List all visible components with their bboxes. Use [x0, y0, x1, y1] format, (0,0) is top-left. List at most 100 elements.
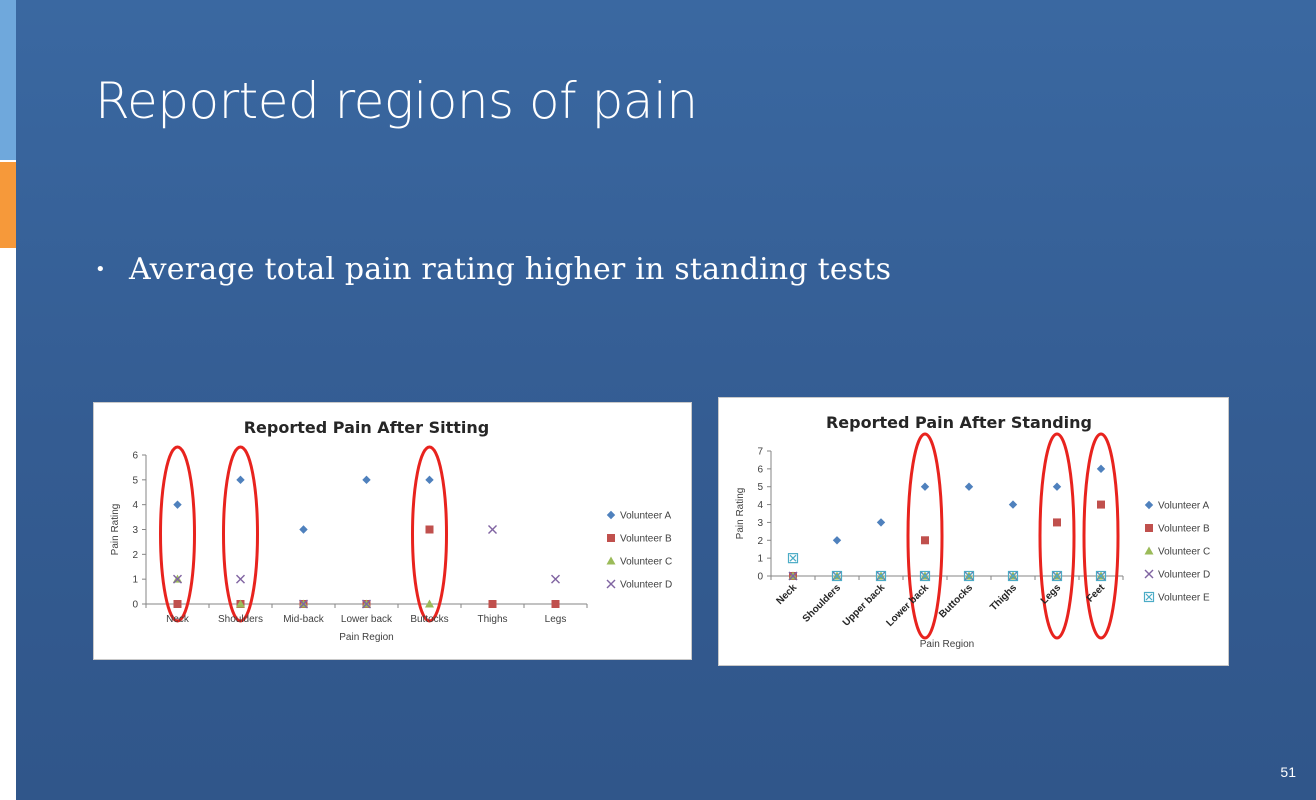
standing-x-tick-label: Shoulders — [801, 582, 844, 625]
standing-point — [1007, 570, 1019, 582]
sitting-point-b — [362, 599, 371, 609]
standing-chart: Reported Pain After Standing 0 1 2 3 4 5 6 7 Pain… — [718, 397, 1229, 666]
standing-y-tick-label: 1 — [757, 554, 763, 565]
sitting-series-volunteer-b — [173, 525, 560, 608]
sitting-legend-marker — [606, 556, 616, 565]
slide-title: Reported regions of pain — [95, 72, 698, 130]
sitting-legend-marker-b — [606, 579, 616, 589]
sitting-point — [425, 599, 434, 608]
standing-legend-marker — [1143, 591, 1155, 603]
standing-point-b — [788, 571, 798, 581]
sitting-legend-marker — [607, 534, 615, 542]
standing-series-volunteer-e — [787, 553, 1107, 582]
standing-point-b — [833, 572, 841, 580]
sitting-point — [362, 599, 371, 609]
sitting-point — [425, 525, 434, 534]
sitting-highlight-ellipse — [159, 445, 196, 623]
standing-point-b — [1097, 572, 1105, 580]
sitting-x-tick-label: Buttocks — [410, 614, 448, 625]
sitting-series-volunteer-d — [173, 525, 560, 609]
sitting-chart-svg: Reported Pain After Sitting 0 1 2 3 4 5 6 Pain R… — [110, 418, 672, 643]
sitting-y-tick-label: 3 — [132, 525, 138, 536]
standing-point-box — [1095, 570, 1107, 582]
bullet-item: • Average total pain rating higher in st… — [95, 252, 891, 287]
standing-series-volunteer-a — [788, 464, 1106, 581]
standing-legend-label: Volunteer D — [1158, 570, 1210, 581]
standing-point — [1051, 570, 1063, 582]
standing-point — [832, 536, 842, 545]
standing-x-tick-label: Feet — [1085, 582, 1108, 605]
standing-point — [921, 536, 929, 545]
standing-legend-marker-b — [1144, 569, 1154, 579]
standing-legend-marker — [1144, 546, 1154, 555]
sitting-point-b — [236, 574, 245, 584]
standing-legend-label: Volunteer C — [1158, 547, 1210, 558]
standing-point — [964, 482, 974, 491]
standing-point — [1008, 500, 1018, 509]
sitting-x-tick-label: Neck — [166, 614, 190, 625]
bullet-text: Average total pain rating higher in stan… — [129, 252, 892, 287]
standing-point — [1052, 482, 1062, 491]
orange-accent-bar — [0, 162, 16, 248]
standing-x-tick-label: Buttocks — [937, 582, 975, 620]
standing-legend-marker — [1145, 524, 1153, 532]
sitting-point-b — [488, 525, 497, 534]
sitting-legend-label: Volunteer B — [620, 534, 672, 545]
standing-x-axis-label: Pain Region — [920, 639, 974, 650]
standing-legend-marker-box — [1143, 591, 1155, 603]
standing-point-box — [787, 553, 799, 564]
standing-point-box — [919, 570, 931, 582]
sitting-point-b — [299, 599, 308, 609]
blue-accent-bar — [0, 0, 16, 160]
standing-y-axis-label: Pain Rating — [735, 488, 746, 540]
sitting-point — [362, 475, 371, 485]
sitting-point — [488, 600, 497, 608]
standing-point — [831, 570, 843, 582]
sitting-point-b — [551, 574, 560, 584]
standing-legend-label: Volunteer B — [1158, 524, 1210, 535]
sitting-highlight-ellipses — [159, 445, 448, 623]
standing-point — [1053, 518, 1061, 527]
standing-y-tick-label: 4 — [757, 500, 763, 511]
standing-legend-marker-b — [1145, 593, 1153, 601]
sitting-legend-label: Volunteer A — [620, 511, 671, 522]
sitting-y-tick-label: 2 — [132, 550, 138, 561]
sitting-highlight-ellipse — [222, 445, 259, 623]
standing-point — [1097, 500, 1105, 509]
standing-point-b — [877, 572, 885, 580]
sitting-point — [425, 475, 434, 485]
standing-chart-svg: Reported Pain After Standing 0 1 2 3 4 5 6 7 Pain… — [735, 413, 1210, 650]
sitting-point-b — [173, 574, 182, 584]
standing-y-tick-label: 6 — [757, 464, 763, 475]
standing-x-tick-label: Lower back — [884, 582, 931, 629]
standing-point — [876, 518, 886, 527]
sitting-x-axis-label: Pain Region — [339, 632, 393, 643]
sitting-point — [173, 600, 182, 608]
sitting-legend-marker — [606, 579, 616, 589]
standing-point-b — [1053, 572, 1061, 580]
sitting-y-axis-label: Pain Rating — [110, 504, 121, 556]
standing-point-box — [1051, 570, 1063, 582]
standing-point-b — [921, 572, 929, 580]
standing-point-box — [963, 570, 975, 582]
standing-legend-marker — [1144, 569, 1154, 579]
standing-point-box — [831, 570, 843, 582]
standing-x-tick-label: Thighs — [988, 582, 1019, 613]
sitting-point — [299, 525, 308, 534]
standing-highlight-ellipse — [1082, 432, 1120, 640]
sitting-point — [299, 599, 308, 609]
sitting-y-tick-label: 0 — [132, 600, 138, 611]
sitting-x-tick-label: Mid-back — [283, 614, 325, 625]
standing-title: Reported Pain After Standing — [826, 413, 1092, 432]
standing-highlight-ellipse — [906, 432, 944, 640]
sitting-point — [236, 475, 245, 485]
standing-point — [788, 571, 798, 581]
sitting-legend-label: Volunteer C — [620, 557, 672, 568]
standing-point-b — [789, 554, 797, 562]
standing-point — [919, 570, 931, 582]
sitting-point — [488, 525, 497, 534]
standing-x-tick-label: Neck — [774, 582, 799, 607]
sitting-y-tick-label: 1 — [132, 575, 138, 586]
standing-point — [875, 570, 887, 582]
standing-point — [920, 482, 930, 491]
